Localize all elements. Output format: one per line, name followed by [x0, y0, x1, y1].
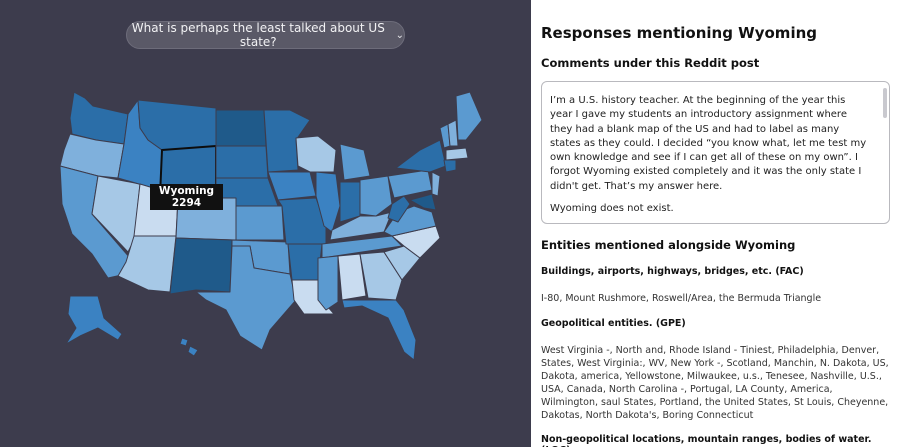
entities-heading: Entities mentioned alongside Wyoming — [541, 238, 796, 252]
state-kentucky[interactable] — [329, 211, 393, 241]
chevron-down-icon: ⌄ — [395, 29, 404, 41]
state-south-dakota[interactable] — [215, 145, 269, 179]
state-texas[interactable] — [195, 245, 297, 351]
state-new-jersey[interactable] — [431, 171, 441, 197]
comment-paragraph: I’m a U.S. history teacher. At the begin… — [550, 95, 867, 192]
tooltip-state: Wyoming — [158, 185, 215, 197]
state-alabama[interactable] — [337, 253, 367, 301]
state-west-virginia[interactable] — [387, 195, 411, 223]
state-indiana[interactable] — [339, 181, 361, 223]
map-tooltip: Wyoming 2294 — [150, 184, 223, 210]
state-hawaii[interactable] — [179, 337, 189, 347]
state-new-hampshire[interactable] — [447, 119, 459, 147]
category-label-loc: Non-geopolitical locations, mountain ran… — [541, 434, 872, 447]
comments-heading: Comments under this Reddit post — [541, 56, 760, 70]
state-iowa[interactable] — [267, 171, 317, 201]
map-panel: What is perhaps the least talked about U… — [59, 21, 483, 361]
us-choropleth-map — [59, 91, 483, 361]
question-label: What is perhaps the least talked about U… — [131, 21, 385, 49]
comment-scroll-box[interactable]: I’m a U.S. history teacher. At the begin… — [541, 81, 890, 224]
state-new-york[interactable] — [395, 139, 447, 173]
state-florida[interactable] — [341, 299, 417, 361]
state-arkansas[interactable] — [287, 243, 323, 281]
state-alaska[interactable] — [65, 295, 123, 345]
category-values-gpe: West Virginia -, North and, Rhode Island… — [541, 345, 889, 421]
question-dropdown-button[interactable]: What is perhaps the least talked about U… — [126, 21, 405, 49]
state-connecticut[interactable] — [443, 159, 457, 173]
state-tennessee[interactable] — [321, 235, 403, 259]
scrollbar-thumb[interactable] — [883, 88, 887, 118]
state-michigan[interactable] — [339, 143, 371, 181]
category-label-gpe: Geopolitical entities. (GPE) — [541, 318, 686, 329]
state-massachusetts[interactable] — [445, 147, 469, 161]
state-maryland[interactable] — [409, 193, 437, 211]
state-kansas[interactable] — [235, 205, 285, 241]
comment-paragraph: Wyoming does not exist. — [550, 203, 674, 215]
state-pennsylvania[interactable] — [387, 169, 433, 199]
state-hawaii-island[interactable] — [187, 345, 199, 357]
category-label-fac: Buildings, airports, highways, bridges, … — [541, 266, 804, 277]
state-new-mexico[interactable] — [169, 237, 233, 295]
state-oregon[interactable] — [59, 133, 125, 179]
detail-panel: Responses mentioning Wyoming Comments un… — [531, 0, 900, 447]
state-wisconsin[interactable] — [295, 135, 337, 173]
state-ohio[interactable] — [359, 175, 393, 217]
state-north-dakota[interactable] — [215, 109, 267, 147]
tooltip-count: 2294 — [171, 197, 202, 209]
state-mississippi[interactable] — [317, 255, 339, 311]
category-values-fac: I-80, Mount Rushmore, Roswell/Area, the … — [541, 293, 822, 304]
detail-title: Responses mentioning Wyoming — [541, 24, 817, 42]
state-maine[interactable] — [455, 91, 483, 141]
